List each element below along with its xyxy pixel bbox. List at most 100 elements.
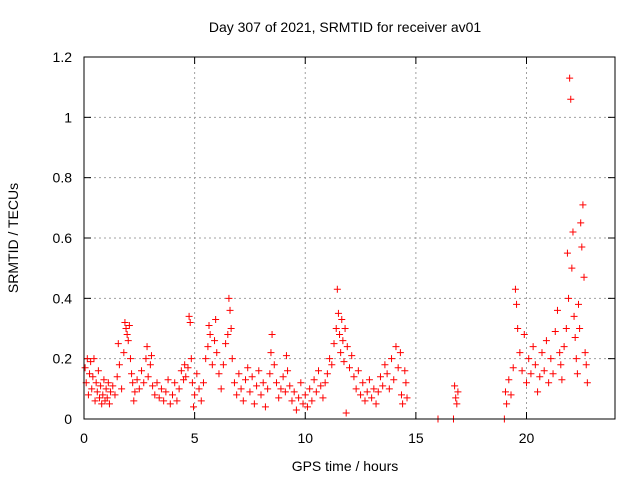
data-point xyxy=(569,228,577,236)
data-point xyxy=(94,367,102,375)
data-point xyxy=(390,376,398,384)
data-point xyxy=(105,400,113,408)
data-point xyxy=(197,397,205,405)
data-point xyxy=(267,349,275,357)
data-point xyxy=(579,201,587,209)
data-point xyxy=(93,388,101,396)
data-point xyxy=(160,397,168,405)
data-point xyxy=(392,343,400,351)
data-point xyxy=(540,367,548,375)
data-point xyxy=(84,391,92,399)
data-point xyxy=(113,373,121,381)
data-point xyxy=(206,331,214,339)
data-point xyxy=(368,394,376,402)
data-point xyxy=(217,385,225,393)
data-point xyxy=(224,331,232,339)
data-point xyxy=(336,331,344,339)
data-point xyxy=(171,379,179,387)
data-point xyxy=(149,382,157,390)
data-point xyxy=(578,243,586,251)
data-point xyxy=(88,385,96,393)
data-point xyxy=(226,306,234,314)
data-point xyxy=(549,370,557,378)
data-point xyxy=(131,388,139,396)
data-point xyxy=(272,379,280,387)
data-point xyxy=(376,373,384,381)
data-point xyxy=(275,394,283,402)
y-tick-label: 0.4 xyxy=(53,290,73,306)
y-tick-label: 0.6 xyxy=(53,230,73,246)
data-point xyxy=(581,349,589,357)
data-point xyxy=(536,373,544,381)
data-point xyxy=(125,321,133,329)
data-point xyxy=(370,385,378,393)
data-point xyxy=(547,355,555,363)
data-point xyxy=(350,373,358,381)
data-point xyxy=(381,361,389,369)
data-point xyxy=(330,340,338,348)
data-point xyxy=(157,385,165,393)
data-point xyxy=(295,394,303,402)
data-point xyxy=(100,376,108,384)
data-point xyxy=(248,373,256,381)
data-point xyxy=(91,397,99,405)
data-point xyxy=(339,337,347,345)
data-point xyxy=(315,367,323,375)
data-point xyxy=(135,385,143,393)
data-point xyxy=(147,352,155,360)
data-point xyxy=(520,331,528,339)
data-point xyxy=(173,397,181,405)
data-point xyxy=(509,364,517,372)
data-point xyxy=(343,343,351,351)
data-point xyxy=(385,385,393,393)
data-point xyxy=(266,370,274,378)
data-point xyxy=(379,382,387,390)
data-point xyxy=(126,355,134,363)
data-point xyxy=(323,370,331,378)
data-point xyxy=(202,355,210,363)
data-point xyxy=(332,325,340,332)
data-point xyxy=(342,409,350,417)
data-point xyxy=(560,343,568,351)
data-point xyxy=(338,315,346,323)
data-point xyxy=(277,385,285,393)
data-point xyxy=(348,352,356,360)
data-point xyxy=(250,400,258,408)
data-point xyxy=(454,388,462,396)
data-point xyxy=(571,334,579,342)
data-point xyxy=(239,397,247,405)
data-point xyxy=(86,370,94,378)
data-point xyxy=(244,364,252,372)
data-point xyxy=(264,385,272,393)
data-point xyxy=(365,376,373,384)
data-point xyxy=(184,364,192,372)
data-point xyxy=(568,264,576,272)
data-point xyxy=(270,361,278,369)
data-point xyxy=(191,391,199,399)
data-point xyxy=(185,312,193,320)
data-point xyxy=(567,95,575,103)
data-point xyxy=(261,403,269,411)
data-points xyxy=(81,74,591,423)
data-point xyxy=(399,400,407,408)
data-point xyxy=(237,385,245,393)
data-point xyxy=(383,370,391,378)
x-tick-label: 15 xyxy=(408,430,424,446)
plot-frame xyxy=(83,56,616,420)
data-point xyxy=(213,349,221,357)
data-point xyxy=(388,355,396,363)
data-point xyxy=(235,370,243,378)
data-point xyxy=(81,364,89,372)
data-point xyxy=(583,379,591,387)
data-point xyxy=(557,361,565,369)
data-point xyxy=(177,367,185,375)
data-point xyxy=(553,306,561,314)
x-tick-label: 20 xyxy=(519,430,535,446)
data-point xyxy=(310,376,318,384)
data-point xyxy=(573,370,581,378)
data-point xyxy=(354,367,362,375)
data-point xyxy=(212,315,220,323)
y-tick-label: 1.2 xyxy=(53,49,73,65)
data-point xyxy=(186,318,194,326)
data-point xyxy=(138,367,146,375)
